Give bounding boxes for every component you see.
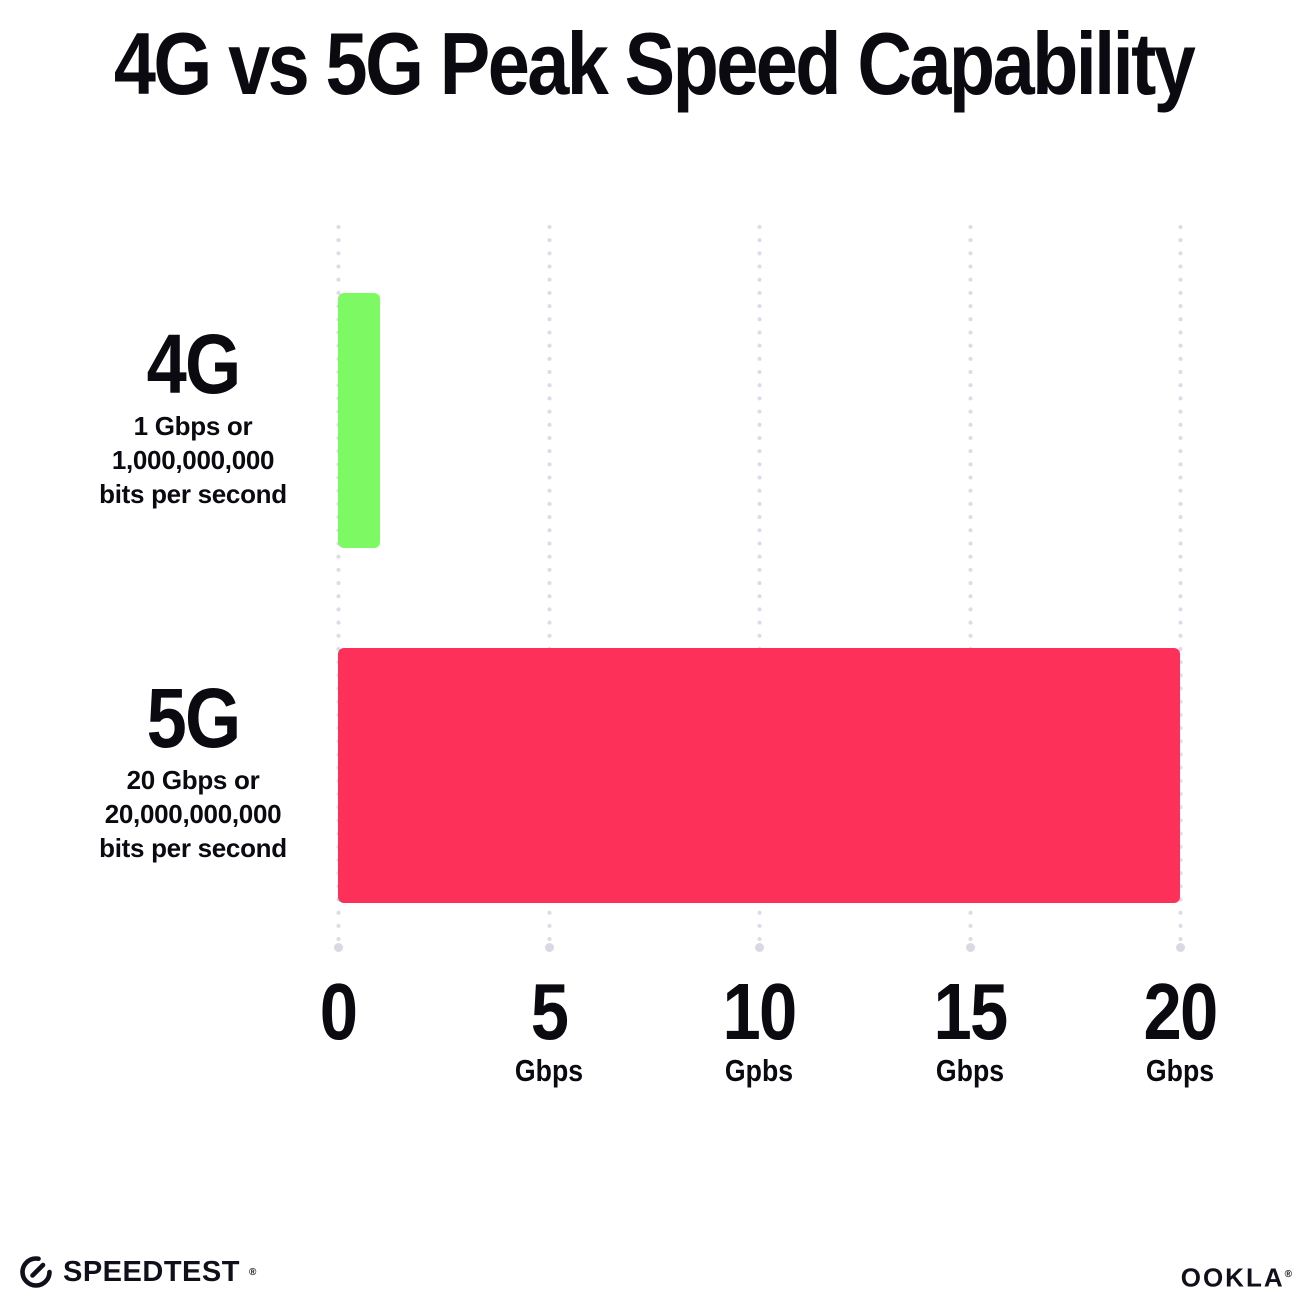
x-unit-5-text: Gbps [514, 1053, 584, 1088]
description-line: 1,000,000,000 [111, 445, 275, 475]
x-tick-15-label: 15 [933, 967, 1008, 1056]
row-label-4g-title: 4G [53, 322, 333, 406]
row-label-5g-description: 20 Gbps or 20,000,000,000 bits per secon… [53, 763, 333, 865]
ookla-logo: OOKLA® [1181, 1260, 1294, 1293]
x-unit-15: Gbps [930, 1054, 1009, 1088]
x-unit-10-text: Gpbs [724, 1053, 794, 1088]
x-unit-20: Gbps [1140, 1054, 1219, 1088]
x-tick-5: 5 [528, 972, 571, 1052]
gridline-end-dot-0 [333, 943, 343, 952]
x-unit-20-text: Gbps [1145, 1053, 1215, 1088]
x-tick-10: 10 [717, 972, 802, 1052]
row-label-4g-title-text: 4G [146, 317, 242, 411]
description-line: 20,000,000,000 [104, 799, 282, 829]
description-line: 20 Gbps or [126, 765, 260, 795]
gridline-end-dot-20 [1175, 943, 1185, 952]
x-tick-0-label: 0 [319, 967, 358, 1056]
speedtest-logo: SPEEDTEST ® [18, 1254, 256, 1290]
speedtest-wordmark: SPEEDTEST [63, 1256, 240, 1288]
x-tick-20-label: 20 [1143, 967, 1218, 1056]
ookla-wordmark: OOKLA [1180, 1262, 1285, 1293]
gridline-20 [1177, 222, 1183, 948]
bar-5g [338, 648, 1180, 903]
row-label-5g-title: 5G [53, 676, 333, 760]
x-tick-0: 0 [317, 972, 360, 1052]
x-tick-5-label: 5 [530, 967, 569, 1056]
description-line: 1 Gbps or [133, 411, 253, 441]
ookla-trademark: ® [1284, 1269, 1294, 1280]
gridline-end-dot-10 [754, 943, 764, 952]
description-line: bits per second [99, 479, 287, 509]
x-tick-20: 20 [1138, 972, 1223, 1052]
gridline-10 [756, 222, 762, 948]
chart-title-text: 4G vs 5G Peak Speed Capability [114, 14, 1196, 113]
x-unit-10: Gpbs [719, 1054, 798, 1088]
x-unit-5: Gbps [509, 1054, 588, 1088]
row-label-4g-description: 1 Gbps or 1,000,000,000 bits per second [53, 409, 333, 511]
row-label-5g-title-text: 5G [146, 671, 242, 765]
speedtest-gauge-icon [20, 1256, 52, 1288]
bar-4g [338, 293, 381, 548]
gridline-5 [546, 222, 552, 948]
speedtest-trademark: ® [248, 1266, 257, 1278]
x-tick-10-label: 10 [722, 967, 797, 1056]
x-tick-15: 15 [928, 972, 1013, 1052]
x-unit-15-text: Gbps [935, 1053, 1005, 1088]
description-line: bits per second [99, 833, 287, 863]
gridline-15 [967, 222, 973, 948]
chart-title: 4G vs 5G Peak Speed Capability [0, 14, 1308, 113]
row-label-5g: 5G 20 Gbps or 20,000,000,000 bits per se… [53, 676, 333, 865]
row-label-4g: 4G 1 Gbps or 1,000,000,000 bits per seco… [53, 322, 333, 511]
gridline-0 [335, 222, 341, 948]
gridline-end-dot-15 [965, 943, 975, 952]
gridline-end-dot-5 [544, 943, 554, 952]
